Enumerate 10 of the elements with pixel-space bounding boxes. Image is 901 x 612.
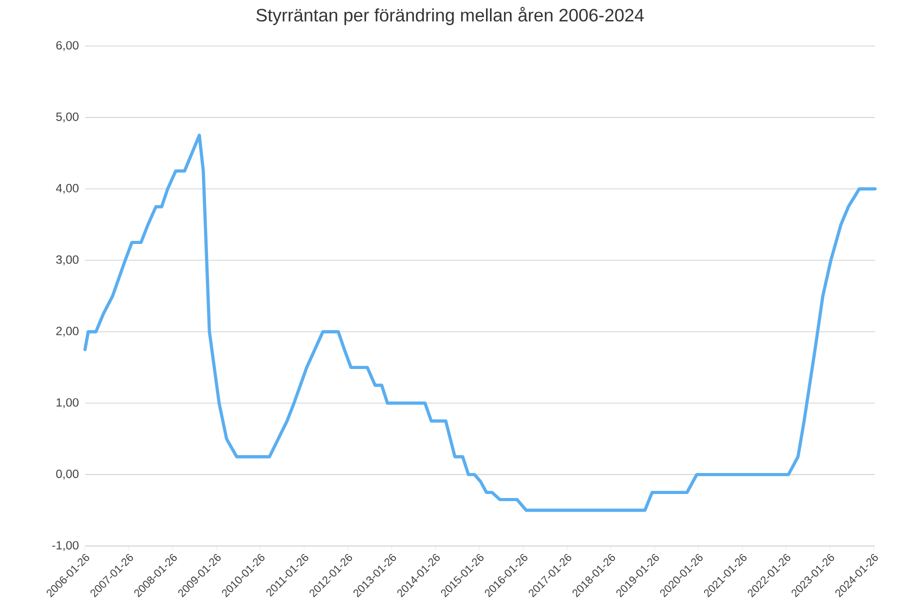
y-tick-label: 2,00 [56, 326, 79, 337]
y-tick-label: 4,00 [56, 184, 79, 194]
y-tick-label: 5,00 [56, 112, 79, 122]
y-tick-label: 1,00 [56, 398, 79, 408]
chart-title: Styrräntan per förändring mellan åren 2006-2024 [256, 6, 644, 26]
line-series [83, 134, 877, 512]
y-tick-label: 3,00 [56, 255, 79, 266]
y-tick-label: -1,00 [52, 541, 79, 551]
y-tick-label: 6,00 [56, 41, 79, 51]
y-tick-label: 0,00 [56, 470, 79, 480]
